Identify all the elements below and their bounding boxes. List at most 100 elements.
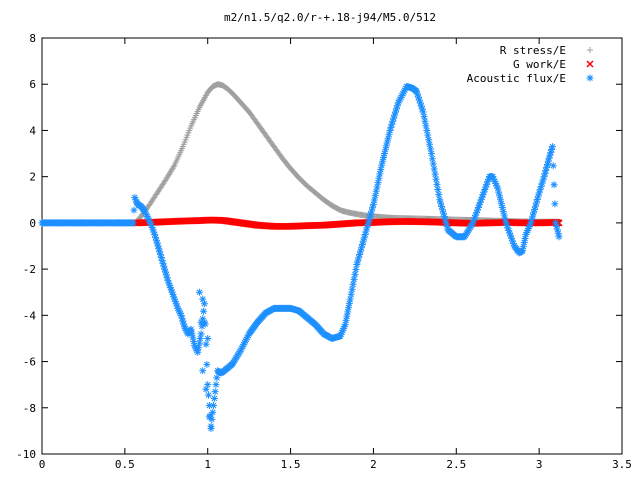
- data-point: [543, 160, 551, 168]
- data-point: [542, 167, 550, 175]
- legend-label: G work/E: [513, 58, 566, 71]
- data-point: [390, 114, 398, 122]
- data-point: [336, 332, 344, 340]
- data-point: [424, 131, 432, 139]
- data-point: [195, 288, 203, 296]
- data-point: [477, 196, 485, 204]
- data-point: [354, 257, 362, 265]
- data-point: [491, 177, 499, 185]
- legend-label: R stress/E: [500, 44, 566, 57]
- data-point: [539, 176, 547, 184]
- data-point: [152, 233, 160, 241]
- data-point: [370, 196, 378, 204]
- data-point: [427, 150, 435, 158]
- data-point: [587, 47, 593, 53]
- x-tick-label: 1.5: [281, 458, 301, 471]
- data-point: [210, 401, 218, 409]
- data-point: [142, 211, 150, 219]
- data-point: [190, 337, 198, 345]
- data-point: [241, 337, 249, 345]
- data-point: [525, 223, 533, 231]
- data-point: [485, 175, 493, 183]
- data-point: [430, 165, 438, 173]
- data-point: [421, 117, 429, 125]
- data-point: [242, 335, 250, 343]
- data-point: [371, 192, 379, 200]
- data-point: [441, 216, 449, 224]
- y-tick-label: -4: [23, 309, 37, 322]
- data-point: [391, 111, 399, 119]
- data-point: [205, 401, 213, 409]
- data-point: [189, 333, 197, 341]
- data-point: [171, 295, 179, 303]
- data-point: [174, 304, 182, 312]
- data-point: [172, 300, 180, 308]
- data-point: [499, 207, 507, 215]
- data-point: [153, 239, 161, 247]
- data-point: [159, 259, 167, 267]
- data-point: [169, 291, 177, 299]
- data-point: [532, 199, 540, 207]
- data-point: [209, 408, 217, 416]
- data-point: [531, 202, 539, 210]
- data-point: [341, 321, 349, 329]
- data-point: [377, 165, 385, 173]
- y-tick-label: -10: [16, 448, 36, 461]
- data-point: [423, 126, 431, 134]
- data-point: [484, 178, 492, 186]
- data-point: [508, 234, 516, 242]
- data-point: [509, 239, 517, 247]
- data-point: [363, 224, 371, 232]
- data-point: [414, 93, 422, 101]
- data-point: [194, 348, 202, 356]
- data-point: [400, 88, 408, 96]
- data-point: [205, 413, 213, 421]
- data-point: [160, 262, 168, 270]
- data-point: [497, 200, 505, 208]
- data-point: [552, 219, 560, 227]
- data-point: [196, 334, 204, 342]
- data-point: [547, 148, 555, 156]
- data-point: [348, 285, 356, 293]
- data-point: [205, 391, 213, 399]
- x-tick-label: 0: [39, 458, 46, 471]
- data-point: [350, 275, 358, 283]
- data-point: [155, 245, 163, 253]
- data-point: [144, 214, 152, 222]
- data-point: [501, 215, 509, 223]
- data-point: [203, 360, 211, 368]
- data-point: [530, 209, 538, 217]
- data-point: [357, 247, 365, 255]
- data-point: [483, 180, 491, 188]
- data-point: [534, 192, 542, 200]
- data-point: [131, 193, 139, 201]
- data-point: [439, 209, 447, 217]
- data-point: [344, 308, 352, 316]
- data-point: [177, 311, 185, 319]
- series-1: [132, 216, 563, 230]
- data-point: [470, 216, 478, 224]
- data-point: [130, 206, 138, 214]
- data-point: [353, 260, 361, 268]
- data-point: [387, 123, 395, 131]
- data-point: [413, 90, 421, 98]
- data-point: [179, 317, 187, 325]
- data-point: [150, 228, 158, 236]
- series-2: [38, 83, 563, 433]
- y-tick-label: 2: [29, 171, 36, 184]
- axes: 0 0.5 1 1.5 2 2.5 3 3.5 -10 -8 -6 -4 -2 0 2 4 6 8: [16, 32, 632, 471]
- data-point: [489, 173, 497, 181]
- data-point: [368, 207, 376, 215]
- data-point: [418, 105, 426, 113]
- data-point: [438, 202, 446, 210]
- data-point: [212, 381, 220, 389]
- data-point: [443, 222, 451, 230]
- data-point: [498, 203, 506, 211]
- data-point: [343, 312, 351, 320]
- data-point: [357, 244, 365, 252]
- data-point: [240, 341, 248, 349]
- data-point: [347, 290, 355, 298]
- data-point: [238, 344, 246, 352]
- data-point: [526, 221, 534, 229]
